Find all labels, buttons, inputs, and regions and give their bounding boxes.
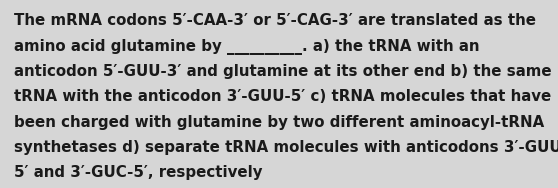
Text: tRNA with the anticodon 3′-GUU-5′ c) tRNA molecules that have: tRNA with the anticodon 3′-GUU-5′ c) tRN… <box>14 89 551 104</box>
Text: been charged with glutamine by two different aminoacyl-tRNA: been charged with glutamine by two diffe… <box>14 115 544 130</box>
Text: synthetases d) separate tRNA molecules with anticodons 3′-GUU-: synthetases d) separate tRNA molecules w… <box>14 140 558 155</box>
Text: anticodon 5′-GUU-3′ and glutamine at its other end b) the same: anticodon 5′-GUU-3′ and glutamine at its… <box>14 64 551 79</box>
Text: The mRNA codons 5′-CAA-3′ or 5′-CAG-3′ are translated as the: The mRNA codons 5′-CAA-3′ or 5′-CAG-3′ a… <box>14 13 536 28</box>
Text: amino acid glutamine by __________. a) the tRNA with an: amino acid glutamine by __________. a) t… <box>14 39 479 55</box>
Text: 5′ and 3′-GUC-5′, respectively: 5′ and 3′-GUC-5′, respectively <box>14 165 262 180</box>
